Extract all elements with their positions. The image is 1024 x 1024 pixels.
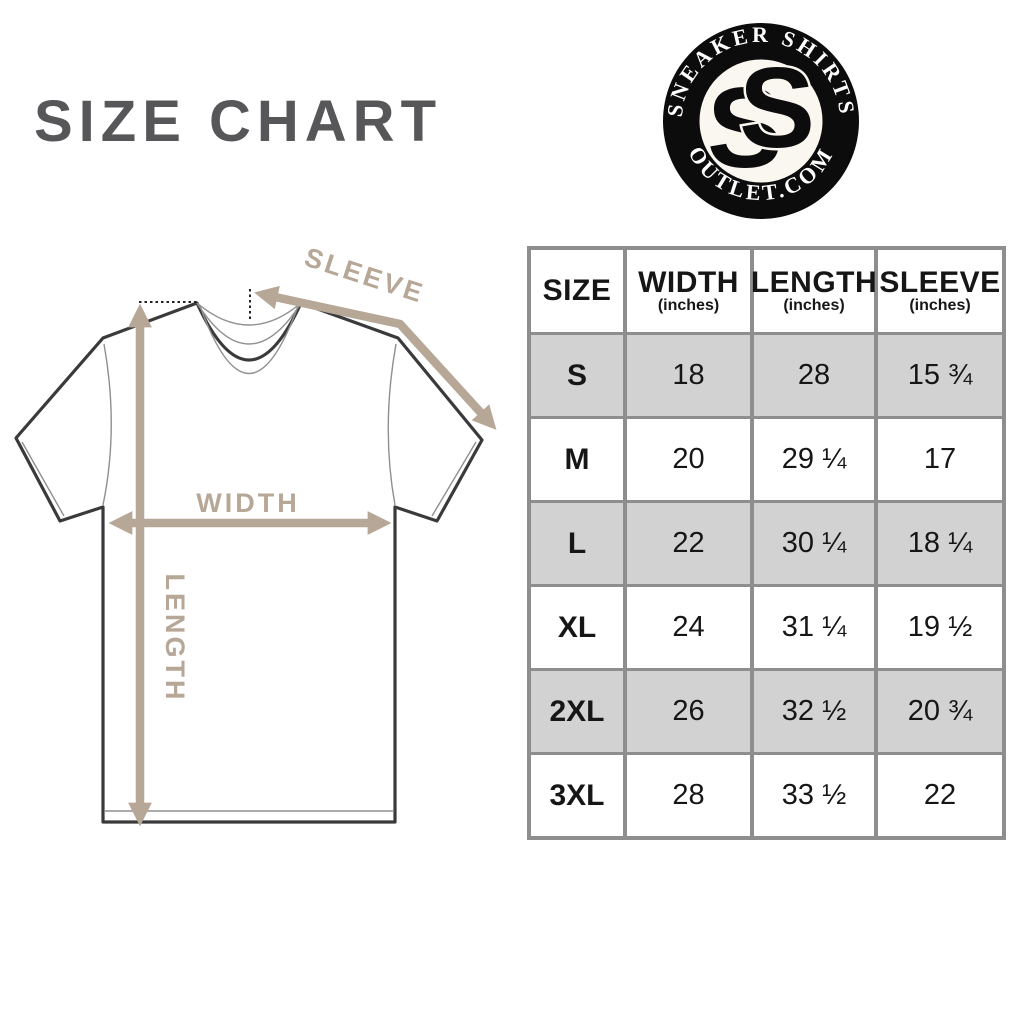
tshirt-outline — [14, 301, 484, 824]
logo-inner-disc — [699, 59, 823, 183]
logo-monogram-s1: S — [707, 65, 783, 192]
header-sleeve: SLEEVE (inches) — [878, 250, 1002, 332]
right-sleeve-hem-seam — [431, 441, 477, 517]
table-row-2xl-size: 2XL — [531, 671, 623, 752]
table-row-s-length: 28 — [754, 335, 874, 416]
length-label: LENGTH — [160, 574, 190, 703]
header-length: LENGTH (inches) — [751, 250, 877, 332]
width-label: WIDTH — [196, 488, 299, 518]
table-row-m-width: 20 — [627, 419, 750, 500]
table-row-2xl-width: 26 — [627, 671, 750, 752]
header-size: SIZE — [531, 250, 623, 332]
table-row-l-sleeve: 18 ¼ — [878, 503, 1002, 584]
table-row-l-width: 22 — [627, 503, 750, 584]
table-row-xl-length: 31 ¼ — [754, 587, 874, 668]
table-row-xl-size: XL — [531, 587, 623, 668]
logo-monogram-s2: S — [739, 45, 815, 172]
table-row-3xl-size: 3XL — [531, 755, 623, 836]
table-row-3xl-sleeve: 22 — [878, 755, 1002, 836]
table-row-s-size: S — [531, 335, 623, 416]
sleeve-arrow — [254, 285, 497, 430]
brand-logo: SNEAKER SHIRTS OUTLET.COM S S — [662, 22, 859, 219]
left-sleeve-hem-seam — [21, 441, 65, 517]
table-row-2xl-length: 32 ½ — [754, 671, 874, 752]
sleeve-label: SLEEVE — [301, 242, 429, 309]
table-row-3xl-length: 33 ½ — [754, 755, 874, 836]
tshirt-measurement-diagram: SLEEVE WIDTH LENGTH — [14, 242, 497, 827]
table-row-m-length: 29 ¼ — [754, 419, 874, 500]
table-row-l-length: 30 ¼ — [754, 503, 874, 584]
table-row-2xl-sleeve: 20 ¾ — [878, 671, 1002, 752]
table-row-s-width: 18 — [627, 335, 750, 416]
table-row-m-sleeve: 17 — [878, 419, 1002, 500]
table-row-3xl-width: 28 — [627, 755, 750, 836]
header-width: WIDTH (inches) — [627, 250, 750, 332]
table-row-l-size: L — [531, 503, 623, 584]
table-row-xl-width: 24 — [627, 587, 750, 668]
page-title: SIZE CHART — [34, 89, 442, 154]
table-row-m-size: M — [531, 419, 623, 500]
table-row-xl-sleeve: 19 ½ — [878, 587, 1002, 668]
left-armhole-seam — [102, 343, 112, 506]
size-chart-table: SIZE WIDTH (inches) LENGTH (inches) SLEE… — [527, 246, 1006, 840]
table-row-s-sleeve: 15 ¾ — [878, 335, 1002, 416]
